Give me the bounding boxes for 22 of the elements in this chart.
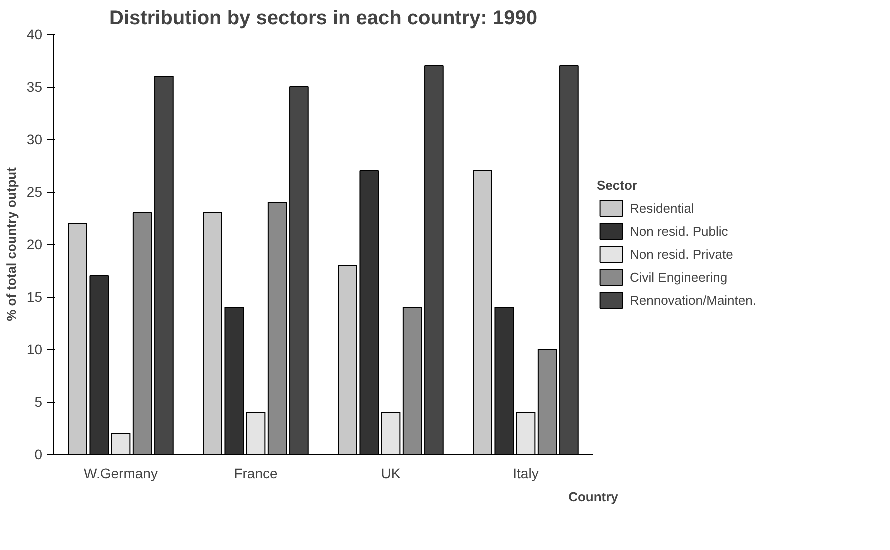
y-tick-label: 40 xyxy=(26,26,43,42)
x-tick-label: Italy xyxy=(513,466,539,482)
legend-label: Civil Engineering xyxy=(630,270,728,284)
y-tick-label: 20 xyxy=(26,236,43,252)
legend-label: Non resid. Public xyxy=(630,224,728,238)
y-tick-label: 10 xyxy=(26,342,43,358)
y-axis-title: % of total country output xyxy=(4,166,19,322)
legend-label: Rennovation/Mainten. xyxy=(630,292,756,308)
y-tick-label: 30 xyxy=(26,132,43,148)
x-axis-title: Country xyxy=(568,490,620,504)
legend-label: Residential xyxy=(630,200,694,216)
y-tick-label: 15 xyxy=(26,289,43,305)
chart-title: Distribution by sectors in each country: 1990 xyxy=(110,8,538,30)
y-tick-label: 5 xyxy=(34,394,43,410)
legend-title: Sector xyxy=(597,178,638,193)
x-tick-label: France xyxy=(234,466,278,482)
y-tick-label: 25 xyxy=(26,184,43,200)
x-tick-label: UK xyxy=(381,466,402,482)
y-tick-label: 35 xyxy=(26,79,43,95)
x-tick-label: W.Germany xyxy=(84,466,158,482)
y-tick-label: 0 xyxy=(34,446,43,462)
legend-label: Non resid. Private xyxy=(630,246,734,262)
